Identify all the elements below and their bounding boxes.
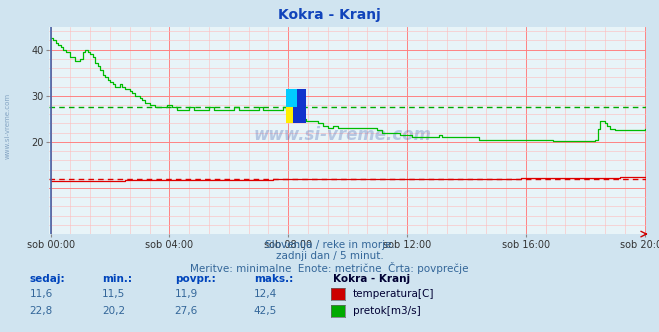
Text: 42,5: 42,5 [254, 306, 277, 316]
Text: temperatura[C]: temperatura[C] [353, 289, 434, 299]
Text: zadnji dan / 5 minut.: zadnji dan / 5 minut. [275, 251, 384, 261]
Text: 11,9: 11,9 [175, 289, 198, 299]
Text: min.:: min.: [102, 274, 132, 284]
Bar [286, 89, 297, 107]
Text: maks.:: maks.: [254, 274, 293, 284]
Text: povpr.:: povpr.: [175, 274, 215, 284]
Text: sedaj:: sedaj: [30, 274, 65, 284]
Bar [293, 89, 306, 124]
Text: 12,4: 12,4 [254, 289, 277, 299]
Bar [286, 89, 303, 124]
Text: 22,8: 22,8 [30, 306, 53, 316]
Text: Kokra - Kranj: Kokra - Kranj [333, 274, 410, 284]
Text: www.si-vreme.com: www.si-vreme.com [5, 93, 11, 159]
Text: Meritve: minimalne  Enote: metrične  Črta: povprečje: Meritve: minimalne Enote: metrične Črta:… [190, 262, 469, 274]
Text: Slovenija / reke in morje.: Slovenija / reke in morje. [264, 240, 395, 250]
Text: 11,5: 11,5 [102, 289, 125, 299]
Text: 20,2: 20,2 [102, 306, 125, 316]
Text: 11,6: 11,6 [30, 289, 53, 299]
Text: pretok[m3/s]: pretok[m3/s] [353, 306, 420, 316]
Text: 27,6: 27,6 [175, 306, 198, 316]
Text: Kokra - Kranj: Kokra - Kranj [278, 8, 381, 22]
Text: www.si-vreme.com: www.si-vreme.com [254, 126, 432, 144]
